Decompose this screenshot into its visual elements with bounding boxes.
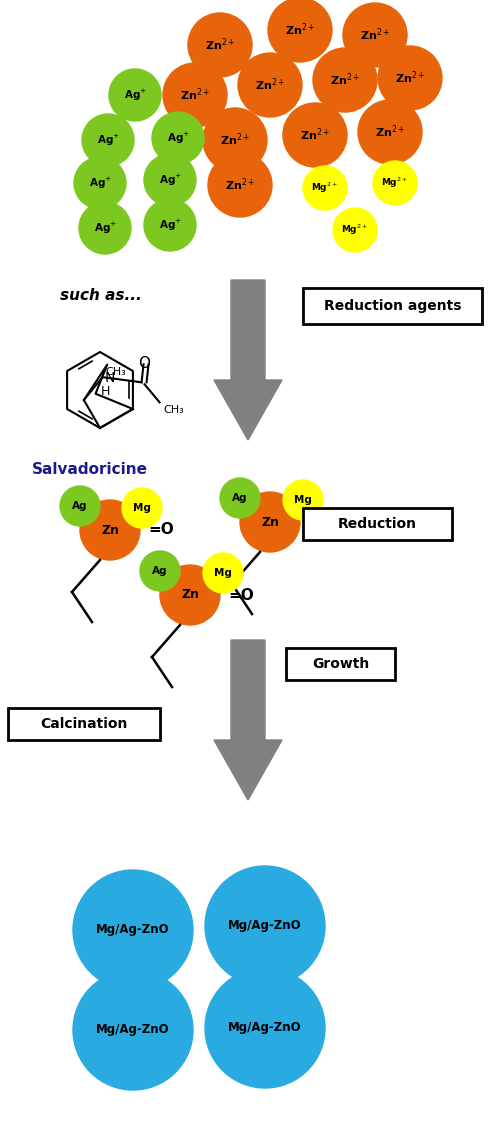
Circle shape <box>80 500 140 560</box>
Circle shape <box>73 870 193 990</box>
Text: Mg$^{2+}$: Mg$^{2+}$ <box>341 222 369 237</box>
Text: Calcination: Calcination <box>40 717 127 731</box>
Circle shape <box>373 160 417 205</box>
Circle shape <box>283 103 347 167</box>
Circle shape <box>283 480 323 520</box>
Text: Zn$^{2+}$: Zn$^{2+}$ <box>285 22 315 38</box>
Circle shape <box>122 488 162 528</box>
Circle shape <box>208 154 272 217</box>
Circle shape <box>205 866 325 986</box>
Circle shape <box>163 63 227 127</box>
Text: Zn$^{2+}$: Zn$^{2+}$ <box>375 124 405 140</box>
Circle shape <box>303 166 347 210</box>
Circle shape <box>152 112 204 164</box>
Text: Ag$^{+}$: Ag$^{+}$ <box>124 87 146 102</box>
Text: Mg$^{2+}$: Mg$^{2+}$ <box>311 181 339 195</box>
Text: Ag$^{+}$: Ag$^{+}$ <box>94 220 117 236</box>
Text: Ag$^{+}$: Ag$^{+}$ <box>97 133 120 148</box>
Text: Mg: Mg <box>133 503 151 513</box>
Circle shape <box>144 199 196 251</box>
Text: Ag$^{+}$: Ag$^{+}$ <box>159 218 182 233</box>
Circle shape <box>82 113 134 166</box>
Text: =O: =O <box>148 523 174 537</box>
Text: Growth: Growth <box>312 657 369 672</box>
Circle shape <box>74 157 126 209</box>
Text: Ag: Ag <box>232 493 248 503</box>
Text: Zn: Zn <box>181 589 199 602</box>
FancyBboxPatch shape <box>286 647 395 680</box>
Text: Zn: Zn <box>101 524 119 536</box>
Text: O: O <box>138 356 151 371</box>
Text: Mg/Ag-ZnO: Mg/Ag-ZnO <box>228 919 302 933</box>
Circle shape <box>203 108 267 172</box>
Circle shape <box>144 154 196 206</box>
Circle shape <box>205 968 325 1088</box>
Text: Zn$^{2+}$: Zn$^{2+}$ <box>255 77 285 93</box>
FancyArrow shape <box>214 280 282 440</box>
Circle shape <box>220 478 260 518</box>
Text: Zn$^{2+}$: Zn$^{2+}$ <box>180 87 210 103</box>
Text: Mg/Ag-ZnO: Mg/Ag-ZnO <box>96 1023 170 1036</box>
Circle shape <box>140 551 180 591</box>
Text: Ag: Ag <box>152 566 168 576</box>
Circle shape <box>378 46 442 110</box>
Text: N: N <box>105 370 116 385</box>
Text: Mg/Ag-ZnO: Mg/Ag-ZnO <box>96 924 170 936</box>
Text: Salvadoricine: Salvadoricine <box>32 463 148 478</box>
Text: Ag: Ag <box>72 501 88 511</box>
Text: Mg$^{2+}$: Mg$^{2+}$ <box>381 175 409 190</box>
Text: Ag$^{+}$: Ag$^{+}$ <box>89 175 112 190</box>
Text: Zn$^{2+}$: Zn$^{2+}$ <box>300 127 330 143</box>
Text: Zn$^{2+}$: Zn$^{2+}$ <box>395 70 425 86</box>
FancyBboxPatch shape <box>303 288 482 324</box>
Text: Mg: Mg <box>214 568 232 578</box>
Circle shape <box>358 100 422 164</box>
Text: H: H <box>101 385 110 398</box>
Circle shape <box>188 13 252 77</box>
Text: Zn: Zn <box>261 516 279 528</box>
Text: Zn$^{2+}$: Zn$^{2+}$ <box>360 26 390 44</box>
Text: Ag$^{+}$: Ag$^{+}$ <box>159 172 182 188</box>
FancyBboxPatch shape <box>303 508 452 540</box>
Text: Zn$^{2+}$: Zn$^{2+}$ <box>220 132 250 148</box>
Text: Mg/Ag-ZnO: Mg/Ag-ZnO <box>228 1021 302 1035</box>
FancyBboxPatch shape <box>8 708 160 740</box>
Circle shape <box>313 48 377 112</box>
Circle shape <box>79 202 131 254</box>
Circle shape <box>109 69 161 121</box>
Text: Zn$^{2+}$: Zn$^{2+}$ <box>205 37 235 54</box>
Circle shape <box>160 565 220 625</box>
Circle shape <box>240 492 300 552</box>
Text: =O: =O <box>228 588 254 603</box>
Circle shape <box>268 0 332 62</box>
Circle shape <box>73 970 193 1090</box>
Circle shape <box>333 209 377 252</box>
FancyArrow shape <box>214 639 282 800</box>
Text: CH₃: CH₃ <box>164 406 185 415</box>
Text: CH₃: CH₃ <box>106 367 126 377</box>
Text: Reduction agents: Reduction agents <box>324 299 461 313</box>
Text: Zn$^{2+}$: Zn$^{2+}$ <box>225 176 255 194</box>
Circle shape <box>60 486 100 526</box>
Text: =O: =O <box>308 515 334 529</box>
Text: Reduction: Reduction <box>338 517 417 531</box>
Circle shape <box>343 3 407 66</box>
Text: Zn$^{2+}$: Zn$^{2+}$ <box>330 72 360 88</box>
Text: such as...: such as... <box>60 288 142 303</box>
Circle shape <box>238 53 302 117</box>
Text: Ag$^{+}$: Ag$^{+}$ <box>167 131 189 146</box>
Circle shape <box>203 554 243 592</box>
Text: Mg: Mg <box>294 495 312 505</box>
